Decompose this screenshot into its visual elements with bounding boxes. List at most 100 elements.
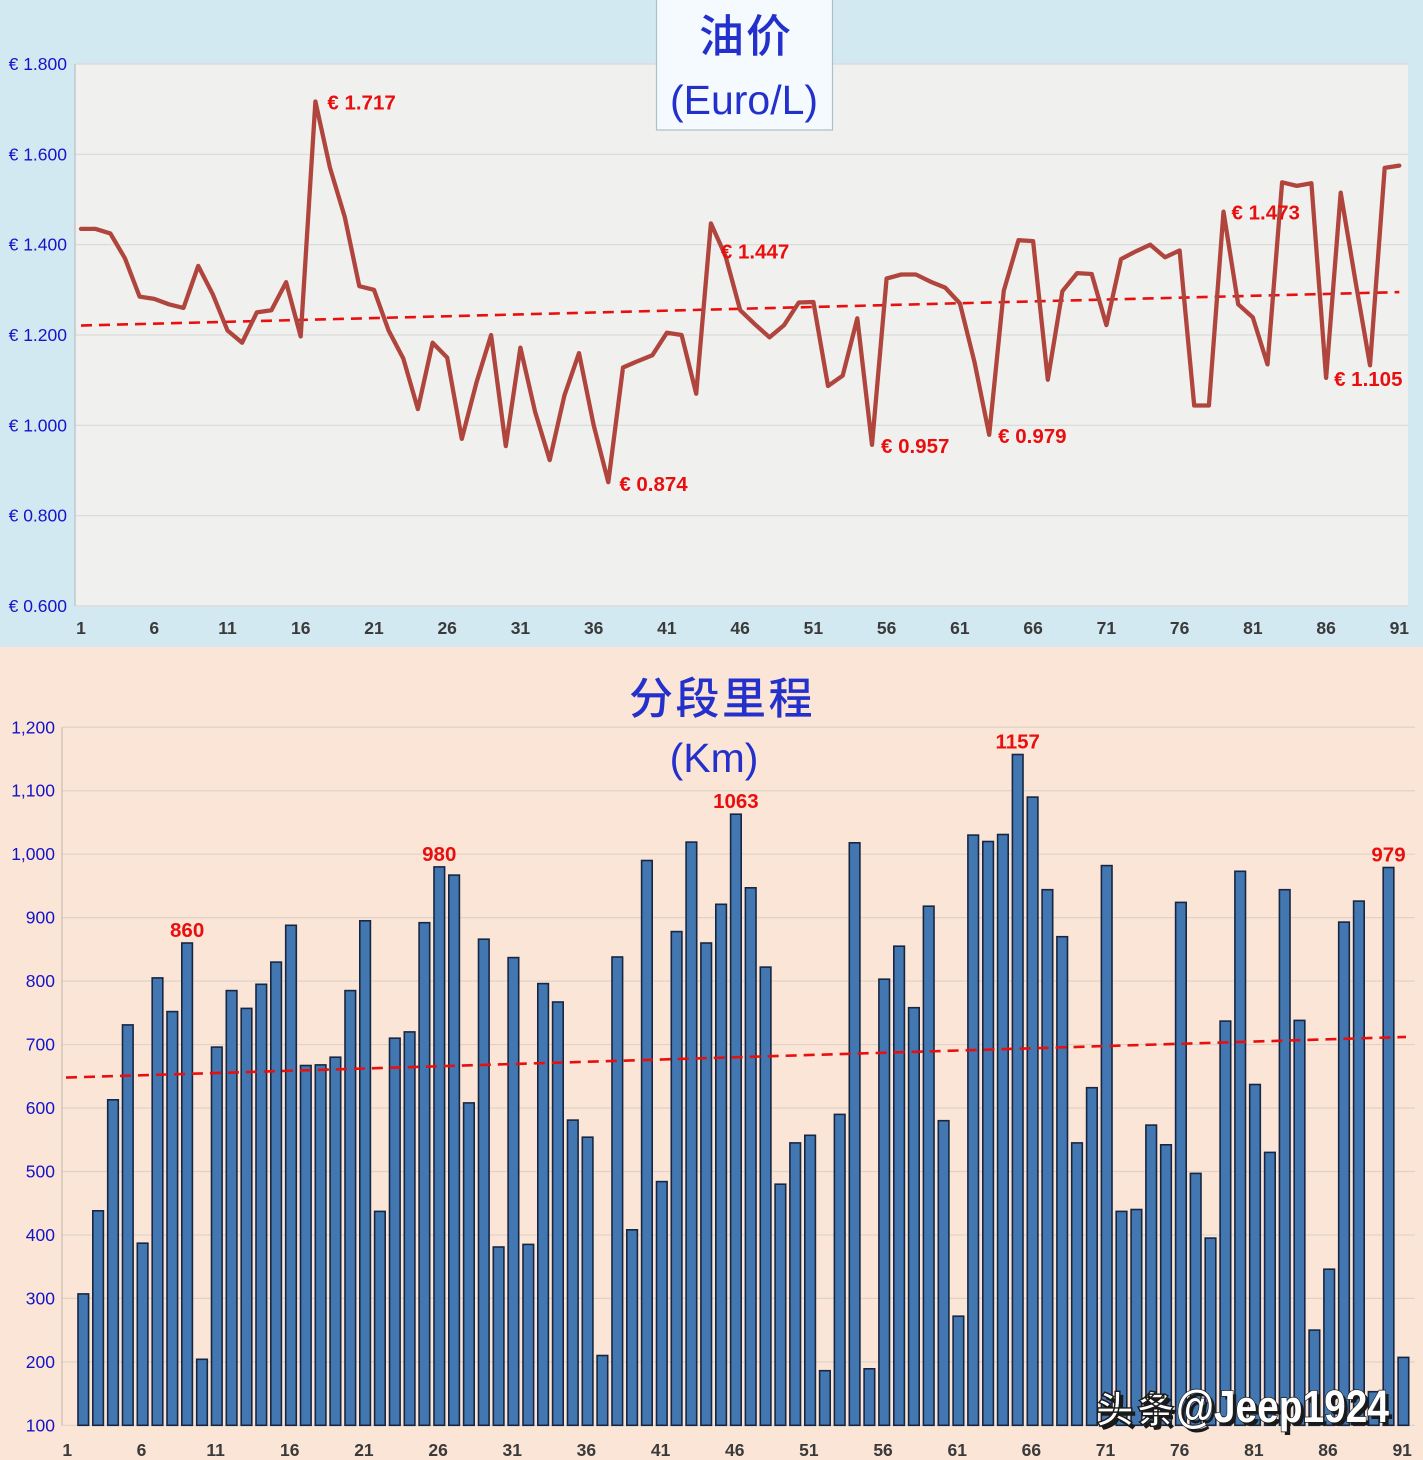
y-tick-label: € 1.600: [9, 144, 68, 164]
bar: [433, 866, 446, 1427]
bar-data-label: 1157: [995, 731, 1039, 754]
bar: [922, 905, 935, 1427]
bar: [1145, 1124, 1158, 1427]
bar: [447, 874, 461, 1427]
distance-trendline: [65, 1035, 1407, 1079]
bar: [121, 1024, 134, 1427]
bar: [892, 945, 906, 1427]
bar: [477, 938, 490, 1427]
bar: [1070, 1142, 1084, 1427]
x-tick-label: 71: [1096, 1440, 1116, 1460]
bar: [611, 956, 624, 1427]
x-tick-label: 6: [149, 618, 159, 638]
bar: [670, 930, 683, 1427]
bar: [967, 834, 980, 1427]
bar: [596, 1354, 609, 1427]
bar: [418, 921, 431, 1427]
bar: [1041, 888, 1054, 1427]
distance-chart: 1,200 1,100 1,000 900 800 700 600 500 400 300 200 1…: [0, 647, 1423, 1460]
x-tick-label: 36: [577, 1440, 597, 1460]
bar: [1085, 1086, 1098, 1427]
point-data-label: € 1.447: [721, 240, 789, 263]
x-tick-label: 1: [76, 618, 86, 638]
bar: [299, 1064, 312, 1427]
bar: [996, 833, 1009, 1427]
x-tick-label: 86: [1316, 618, 1336, 638]
y-tick-label: 100: [26, 1415, 55, 1435]
x-tick-label: 41: [657, 618, 677, 638]
bar-data-label: 979: [1371, 844, 1405, 867]
distance-x-axis-labels: 1 6 11 16 21 26 31 36 41 46 51 56 61 66 71 76 81 86 91: [62, 1440, 1412, 1460]
bar: [1159, 1144, 1173, 1427]
bar: [1026, 796, 1039, 1427]
bar: [269, 961, 283, 1427]
bar: [358, 919, 372, 1427]
x-tick-label: 81: [1244, 1440, 1264, 1460]
fuel-price-series-line: [78, 99, 1402, 485]
bar: [1382, 866, 1395, 1427]
x-tick-label: 51: [804, 618, 824, 638]
bar-data-label: 1063: [713, 790, 759, 813]
bar: [536, 982, 550, 1427]
point-data-label: € 1.473: [1232, 202, 1300, 225]
bar: [1308, 1329, 1321, 1427]
distance-subtitle: (Km): [670, 735, 759, 781]
bar: [344, 989, 357, 1427]
bar: [373, 1210, 387, 1427]
watermark-handle: @Jeep1924: [1176, 1381, 1389, 1432]
distance-bars: [77, 753, 1410, 1427]
bar: [803, 1134, 817, 1427]
bar: [1130, 1208, 1143, 1427]
bar: [1323, 1268, 1336, 1427]
bar: [937, 1119, 950, 1427]
y-tick-label: € 1.400: [9, 235, 68, 255]
y-tick-label: 800: [26, 971, 55, 991]
x-tick-label: 46: [725, 1440, 745, 1460]
point-data-label: € 1.717: [327, 91, 395, 114]
bar: [388, 1037, 401, 1427]
x-tick-label: 51: [799, 1440, 819, 1460]
x-tick-label: 66: [1022, 1440, 1042, 1460]
watermark-handle: @Jeep1924: [1179, 1385, 1392, 1436]
bar: [655, 1180, 668, 1427]
watermark: @Jeep1924@Jeep1924: [1096, 1380, 1392, 1436]
x-tick-label: 66: [1023, 618, 1043, 638]
bar: [240, 1007, 253, 1427]
bar: [700, 942, 713, 1427]
bar: [1293, 1019, 1306, 1427]
bar: [151, 977, 164, 1427]
bar: [789, 1142, 802, 1427]
bar: [77, 1293, 90, 1427]
y-tick-label: 200: [26, 1352, 55, 1372]
bar: [255, 983, 268, 1427]
distance-title: (Km): [630, 676, 812, 781]
bar: [952, 1315, 965, 1427]
fuel-price-x-axis-labels: 1 6 11 16 21 26 31 36 41 46 51 56 61 66 71 76 81 86 91: [76, 618, 1409, 638]
bar-data-label: 860: [170, 919, 204, 942]
x-tick-label: 61: [947, 1440, 967, 1460]
bar: [329, 1056, 342, 1427]
y-tick-label: € 1.200: [9, 325, 68, 345]
x-tick-label: 36: [584, 618, 604, 638]
bar: [566, 1119, 579, 1427]
bar: [284, 924, 298, 1427]
bar: [1011, 753, 1024, 1427]
y-tick-label: 700: [26, 1035, 55, 1055]
bar: [744, 886, 757, 1427]
y-tick-label: € 0.800: [9, 506, 68, 526]
bar: [863, 1368, 876, 1427]
bar: [1263, 1151, 1276, 1427]
fuel-price-title: (Euro/L): [655, 0, 834, 131]
bar: [522, 1243, 535, 1427]
watermark-cn: [1096, 1390, 1175, 1428]
bar: [1337, 921, 1351, 1427]
x-tick-label: 71: [1097, 618, 1117, 638]
fuel-price-y-axis-labels: € 1.800 € 1.600 € 1.400 € 1.200 € 1.000 € 0.8…: [9, 54, 68, 616]
distance-bar-labels: 860 980 1063 1157 979: [170, 731, 1406, 942]
bar: [551, 1001, 564, 1427]
y-tick-label: 600: [26, 1098, 55, 1118]
bar: [818, 1369, 831, 1427]
bar: [1100, 864, 1113, 1427]
